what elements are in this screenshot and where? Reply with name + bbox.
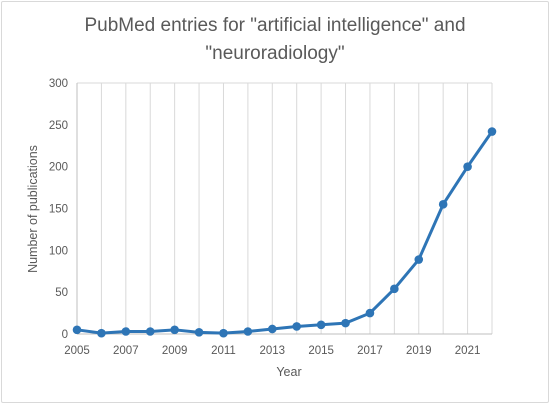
x-tick-label-2011: 2011	[211, 345, 236, 357]
y-axis-title: Number of publications	[26, 145, 40, 273]
data-point-2014	[292, 322, 302, 331]
chart-title-line-2: "neuroradiology"	[205, 43, 345, 64]
data-point-2010	[194, 328, 204, 337]
data-point-2016	[341, 318, 350, 328]
x-tick-label-2009: 2009	[162, 345, 188, 357]
data-point-2017	[365, 308, 375, 318]
data-point-2021	[463, 162, 472, 171]
chart-title-line-1: PubMed entries for "artificial intellige…	[84, 15, 466, 36]
y-tick-label-0: 0	[62, 329, 68, 341]
x-tick-labels: 2005 2007 2009 2011 2013 2015 2017 2019 2021	[64, 345, 480, 357]
x-tick-label-2007: 2007	[113, 345, 139, 357]
data-point-2007	[121, 327, 131, 336]
chart-title: PubMed entries for "artificial intellige…	[0, 12, 550, 68]
data-point-2012	[243, 327, 253, 336]
x-tick-label-2021: 2021	[455, 345, 481, 357]
y-tick-label-50: 50	[55, 287, 68, 299]
x-tick-label-2013: 2013	[259, 345, 285, 357]
data-point-2006	[97, 328, 106, 338]
x-tick-label-2005: 2005	[64, 345, 90, 357]
x-tick-label-2019: 2019	[406, 345, 432, 357]
y-tick-label-100: 100	[49, 245, 68, 257]
y-tick-label-300: 300	[49, 78, 68, 90]
series-line-0	[76, 130, 494, 335]
data-point-2008	[145, 327, 155, 336]
data-point-2022	[487, 127, 497, 136]
y-tick-label-250: 250	[49, 120, 68, 132]
data-point-2015	[316, 320, 326, 330]
series-layer	[72, 127, 497, 338]
axes	[76, 83, 492, 335]
x-tick-label-2015: 2015	[308, 345, 334, 357]
data-point-2019	[414, 255, 424, 264]
data-point-2018	[390, 284, 399, 294]
y-tick-labels: 0 50 100 150 200 250 300	[49, 78, 68, 341]
data-point-2005	[72, 325, 82, 335]
data-point-2009	[170, 325, 179, 335]
data-point-2020	[438, 200, 448, 209]
data-point-2013	[267, 324, 277, 334]
x-tick-label-2017: 2017	[357, 345, 383, 357]
gridlines	[76, 82, 493, 334]
y-tick-label-150: 150	[49, 204, 68, 216]
data-point-2011	[219, 328, 228, 338]
x-axis-title: Year	[276, 365, 301, 379]
y-tick-label-200: 200	[49, 162, 68, 174]
